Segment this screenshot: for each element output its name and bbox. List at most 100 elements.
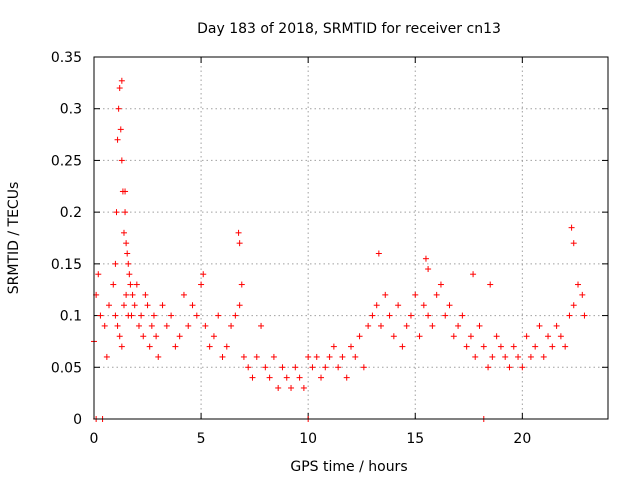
data-point bbox=[422, 255, 429, 262]
data-point bbox=[549, 343, 556, 350]
data-point bbox=[114, 322, 121, 329]
plot-frame bbox=[93, 56, 609, 420]
data-point bbox=[412, 291, 419, 298]
data-point bbox=[95, 271, 102, 278]
data-point bbox=[399, 343, 406, 350]
data-point bbox=[553, 322, 560, 329]
data-point bbox=[348, 343, 354, 350]
data-point bbox=[127, 281, 134, 288]
data-point bbox=[118, 343, 125, 350]
data-point bbox=[579, 291, 586, 298]
data-point bbox=[570, 302, 577, 309]
data-point bbox=[202, 322, 209, 329]
data-point bbox=[463, 343, 470, 350]
data-point bbox=[236, 302, 243, 309]
data-point bbox=[126, 271, 133, 278]
data-point bbox=[232, 312, 239, 319]
data-point bbox=[153, 333, 160, 340]
data-point bbox=[120, 229, 127, 236]
data-point bbox=[155, 353, 162, 360]
x-axis-label: GPS time / hours bbox=[290, 459, 407, 475]
data-point bbox=[292, 364, 299, 371]
data-point bbox=[223, 343, 230, 350]
data-point bbox=[123, 291, 130, 298]
data-point bbox=[114, 136, 121, 143]
data-point bbox=[206, 343, 213, 350]
data-point bbox=[150, 312, 157, 319]
data-point bbox=[403, 322, 410, 329]
x-tick-label: 5 bbox=[197, 431, 206, 447]
data-point bbox=[343, 374, 350, 381]
x-tick-label: 20 bbox=[513, 431, 531, 447]
data-point bbox=[300, 384, 307, 391]
data-point bbox=[148, 322, 155, 329]
data-point bbox=[133, 281, 140, 288]
data-point bbox=[433, 291, 440, 298]
data-point bbox=[283, 374, 290, 381]
data-point bbox=[131, 302, 138, 309]
data-point bbox=[120, 302, 127, 309]
data-point bbox=[330, 343, 337, 350]
data-points bbox=[91, 77, 588, 422]
data-point bbox=[536, 322, 543, 329]
data-point bbox=[249, 374, 256, 381]
data-point bbox=[146, 343, 153, 350]
data-point bbox=[135, 322, 142, 329]
data-point bbox=[105, 302, 112, 309]
data-point bbox=[122, 209, 129, 216]
data-point bbox=[238, 281, 245, 288]
chart-title: Day 183 of 2018, SRMTID for receiver cn1… bbox=[197, 21, 501, 37]
data-point bbox=[562, 343, 569, 350]
data-point bbox=[215, 312, 222, 319]
grid-lines bbox=[94, 57, 608, 419]
data-point bbox=[172, 343, 179, 350]
data-point bbox=[459, 312, 466, 319]
data-point bbox=[470, 271, 477, 278]
data-point bbox=[566, 312, 573, 319]
data-point bbox=[163, 322, 170, 329]
data-point bbox=[236, 240, 243, 247]
data-point bbox=[557, 333, 564, 340]
data-point bbox=[97, 312, 104, 319]
data-point bbox=[129, 291, 136, 298]
data-point bbox=[180, 291, 187, 298]
data-point bbox=[219, 353, 226, 360]
data-point bbox=[527, 353, 534, 360]
data-point bbox=[279, 364, 286, 371]
y-tick-label: 0 bbox=[73, 412, 82, 428]
data-point bbox=[253, 353, 260, 360]
data-point bbox=[497, 343, 504, 350]
data-point bbox=[442, 312, 449, 319]
data-point bbox=[116, 85, 123, 92]
data-point bbox=[568, 224, 575, 231]
data-point bbox=[144, 302, 151, 309]
x-tick-label: 10 bbox=[299, 431, 317, 447]
data-point bbox=[476, 322, 483, 329]
data-point bbox=[117, 126, 124, 133]
data-point bbox=[200, 271, 207, 278]
data-point bbox=[322, 364, 329, 371]
data-point bbox=[472, 353, 479, 360]
y-tick-label: 0.3 bbox=[60, 102, 82, 118]
data-point bbox=[382, 291, 389, 298]
y-tick-label: 0.2 bbox=[60, 205, 82, 221]
data-point bbox=[326, 353, 333, 360]
data-point bbox=[390, 333, 397, 340]
data-point bbox=[519, 364, 526, 371]
data-point bbox=[467, 333, 474, 340]
data-point bbox=[429, 322, 436, 329]
y-tick-label: 0.35 bbox=[51, 50, 82, 66]
data-point bbox=[506, 364, 513, 371]
data-point bbox=[266, 374, 273, 381]
data-point bbox=[407, 312, 414, 319]
data-point bbox=[296, 374, 303, 381]
data-point bbox=[168, 312, 175, 319]
data-point bbox=[140, 333, 147, 340]
data-point bbox=[113, 209, 120, 216]
data-point bbox=[581, 312, 588, 319]
data-point bbox=[515, 353, 522, 360]
data-point bbox=[437, 281, 444, 288]
data-point bbox=[395, 302, 402, 309]
data-point bbox=[510, 343, 517, 350]
